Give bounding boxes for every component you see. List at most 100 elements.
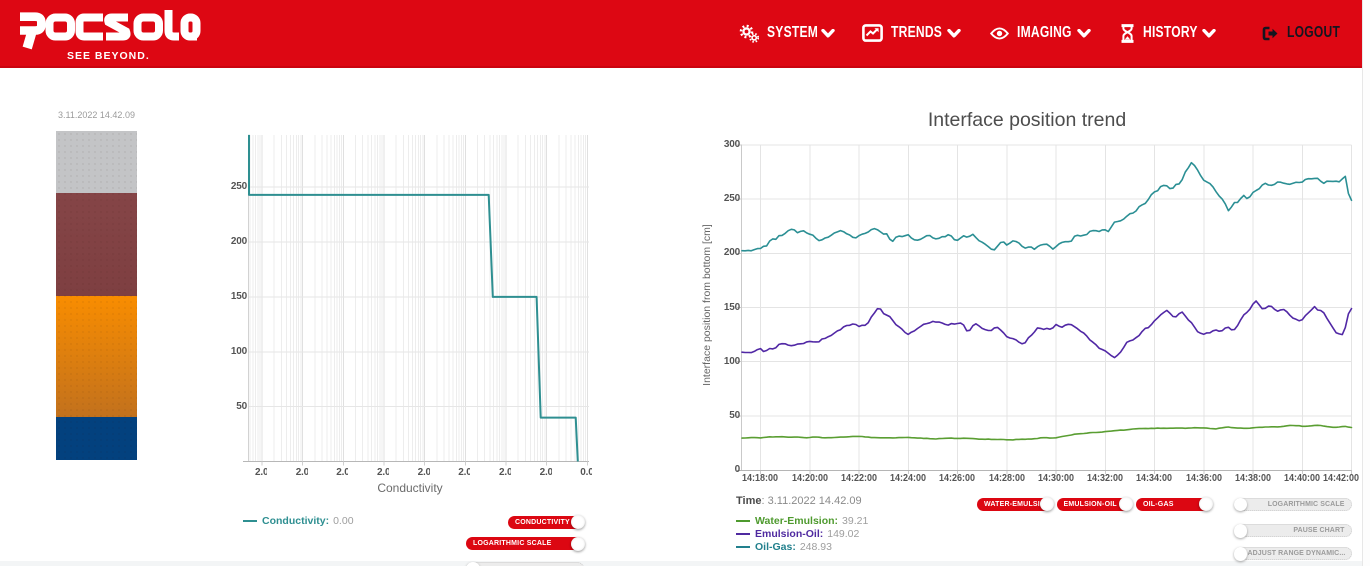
trend-xtick: 14:32:00: [1087, 473, 1124, 484]
cond-xtick: 2.00: [539, 467, 552, 478]
legend-name: Water-Emulsion:: [755, 514, 839, 527]
trend-legend-oil-gas: Oil-Gas: 248.93: [736, 540, 832, 553]
gears-icon: [739, 24, 759, 43]
trend-chart-title: Interface position trend: [927, 109, 1127, 131]
cond-xtick: 2.00: [336, 467, 349, 478]
cond-xtick: 2.00: [417, 467, 430, 478]
legend-dash: [736, 545, 750, 548]
time-label: Time: [736, 494, 762, 507]
trend-xtick: 14:26:00: [939, 473, 976, 484]
cond-ytick: 100: [230, 345, 247, 357]
chevron-down-icon: [821, 28, 835, 38]
legend-dash: [736, 532, 750, 535]
nav-item-trends[interactable]: TRENDS: [862, 24, 961, 42]
eye-icon: [990, 27, 1009, 40]
toggle-water-emulsion[interactable]: WATER-EMULSION: [977, 497, 1054, 511]
toggle-adjust-range-label: ADJUST RANGE DYNAMIC...: [1247, 550, 1345, 557]
trend-series-lines: [741, 161, 1353, 441]
trend-xtick: 14:40:00: [1284, 473, 1321, 484]
trend-xtick: 14:22:00: [840, 473, 878, 484]
trend-xtick: 14:28:00: [988, 473, 1025, 484]
trend-legend-water-emulsion: Water-Emulsion: 39.21: [736, 514, 868, 527]
cond-xtick: 2.00: [499, 467, 511, 478]
time-value: 3.11.2022 14.42.09: [767, 494, 862, 507]
time-colon: :: [761, 494, 768, 507]
logout-button[interactable]: LOGOUT: [1262, 24, 1340, 42]
tank-segment-emulsion: [56, 296, 137, 417]
trend-ytick: 50: [729, 409, 740, 421]
cond-xtick: 2.00: [295, 467, 308, 478]
conductivity-chart-grid: [243, 135, 589, 466]
cond-legend-name: Conductivity:: [262, 514, 330, 527]
toggle-partially-hidden[interactable]: [466, 562, 584, 566]
nav-label-trends: TRENDS: [891, 24, 943, 41]
toggle-pause-chart[interactable]: PAUSE CHART: [1233, 524, 1352, 538]
legend-dash: [736, 519, 750, 522]
toggle-log-scale-label: LOGARITHMIC SCALE: [473, 540, 552, 547]
toggle-logarithmic-scale-label: LOGARITHMIC SCALE: [1267, 500, 1345, 508]
trend-chart-grid: [737, 144, 1352, 474]
cond-xtick: 2.00: [458, 467, 471, 478]
tank-segment-oil: [56, 192, 137, 296]
conductivity-profile-line: [248, 134, 579, 462]
nav-item-history[interactable]: HISTORY: [1120, 23, 1216, 43]
nav-label-system: SYSTEM: [767, 24, 819, 41]
hourglass-icon: [1120, 23, 1135, 43]
toggle-adjust-range-dynamic[interactable]: ADJUST RANGE DYNAMIC...: [1233, 547, 1352, 561]
toggle-conductivity[interactable]: CONDUCTIVITY: [508, 515, 585, 529]
trend-xtick: 14:20:00: [791, 473, 828, 484]
trend-legend-emulsion-oil: Emulsion-Oil: 149.02: [736, 527, 859, 540]
cond-xtick: 2.00: [377, 467, 389, 478]
trend-ytick: 0: [734, 464, 741, 475]
tank-segment-gas: [56, 131, 137, 193]
chevron-down-icon: [1077, 28, 1091, 38]
nav-label-history: HISTORY: [1143, 24, 1198, 41]
page-scrollbar[interactable]: [1362, 0, 1370, 566]
toggle-emulsion-oil[interactable]: EMULSION-OIL: [1056, 497, 1133, 511]
toggle-knob: [1040, 497, 1054, 511]
header-bar: SEE BEYOND. SYSTEM: [0, 0, 1362, 68]
trend-ytick: 300: [723, 139, 740, 150]
trend-time-row: Time: 3.11.2022 14.42.09: [736, 494, 862, 507]
sign-out-icon: [1262, 26, 1279, 41]
nav-item-imaging[interactable]: IMAGING: [990, 24, 1091, 42]
main-nav: SYSTEM TRENDS: [739, 0, 1340, 66]
trend-xtick: 14:30:00: [1037, 473, 1075, 484]
toggle-knob: [1233, 497, 1247, 511]
toggle-oil-gas[interactable]: OIL-GAS: [1136, 497, 1213, 511]
cond-xtick: 2.00: [255, 467, 267, 478]
nav-item-system[interactable]: SYSTEM: [739, 24, 835, 43]
toggle-knob: [1233, 547, 1247, 561]
cond-ytick: 50: [236, 400, 247, 412]
toggle-log-scale-conductivity[interactable]: LOGARITHMIC SCALE: [466, 536, 585, 551]
logo-tagline: SEE BEYOND.: [67, 50, 150, 62]
trend-ytick: 150: [723, 301, 740, 313]
trend-xtick: 14:36:00: [1185, 473, 1222, 484]
cond-legend-value: 0.00: [333, 514, 354, 527]
toggle-emulsion-oil-label: EMULSION-OIL: [1063, 500, 1117, 508]
tank-timestamp: 3.11.2022 14.42.09: [58, 110, 135, 120]
tank-segment-water: [56, 417, 137, 460]
toggle-knob: [571, 536, 585, 551]
trend-xtick: 14:42:00: [1322, 473, 1359, 484]
toggle-knob: [571, 515, 585, 529]
cond-xtick: 0.00: [580, 467, 593, 478]
toggle-knob: [1198, 497, 1213, 511]
trend-ytick: 250: [723, 193, 740, 205]
cond-ytick: 250: [230, 181, 247, 192]
cond-legend-dash: [243, 519, 257, 522]
cond-legend: Conductivity: 0.00: [243, 514, 354, 527]
trend-ytick: 100: [723, 355, 740, 367]
cond-ytick: 200: [230, 236, 247, 247]
toggle-water-emulsion-label: WATER-EMULSION: [984, 500, 1043, 508]
trend-xtick: 14:38:00: [1234, 473, 1272, 484]
toggle-logarithmic-scale-trend[interactable]: LOGARITHMIC SCALE: [1233, 497, 1352, 511]
trend-xtick: 14:18:00: [742, 473, 779, 484]
legend-value: 248.93: [799, 540, 832, 553]
rocsole-logo[interactable]: [20, 8, 204, 52]
cond-ytick: 150: [230, 290, 247, 302]
toggle-knob: [466, 562, 480, 566]
nav-label-logout: LOGOUT: [1287, 24, 1341, 41]
toggle-knob: [1119, 497, 1133, 511]
